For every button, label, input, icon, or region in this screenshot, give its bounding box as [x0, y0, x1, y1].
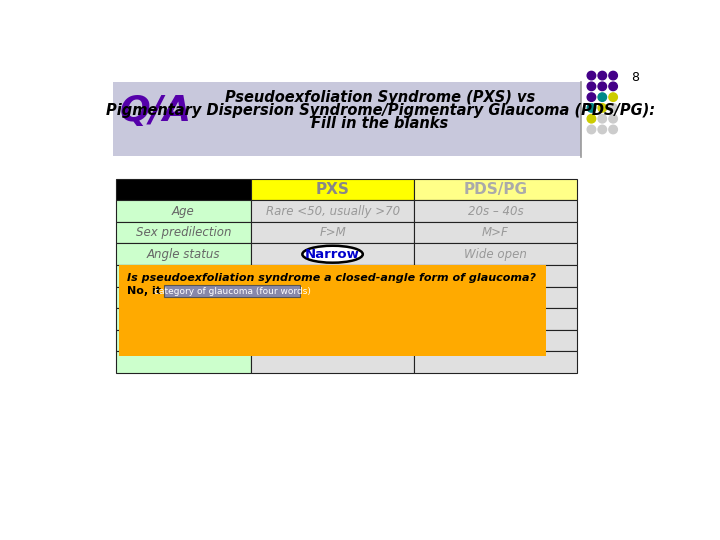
- Circle shape: [598, 82, 606, 91]
- Bar: [414, 308, 577, 330]
- Circle shape: [609, 125, 617, 134]
- Bar: [116, 287, 251, 308]
- Text: 8: 8: [631, 71, 639, 84]
- Bar: [251, 179, 414, 200]
- Ellipse shape: [302, 246, 363, 262]
- Circle shape: [588, 125, 595, 134]
- Bar: [251, 330, 414, 351]
- Circle shape: [588, 71, 595, 80]
- Bar: [414, 244, 577, 265]
- Text: Q/A: Q/A: [120, 94, 192, 128]
- Bar: [116, 308, 251, 330]
- Text: 20s – 40s: 20s – 40s: [467, 205, 523, 218]
- Circle shape: [609, 93, 617, 102]
- Bar: [251, 222, 414, 244]
- Text: Pseudoexfoliation Syndrome (PXS) vs: Pseudoexfoliation Syndrome (PXS) vs: [225, 90, 535, 105]
- Circle shape: [588, 114, 595, 123]
- Bar: [414, 222, 577, 244]
- Circle shape: [609, 114, 617, 123]
- Text: No, it is a: No, it is a: [127, 286, 186, 296]
- Circle shape: [598, 93, 606, 102]
- Bar: [251, 200, 414, 222]
- Circle shape: [598, 104, 606, 112]
- Text: Rare <50, usually >70: Rare <50, usually >70: [266, 205, 400, 218]
- Circle shape: [588, 93, 595, 102]
- Bar: [414, 200, 577, 222]
- Text: Pigmentary Dispersion Syndrome/Pigmentary Glaucoma (PDS/PG):: Pigmentary Dispersion Syndrome/Pigmentar…: [106, 103, 654, 118]
- Bar: [414, 265, 577, 287]
- Bar: [120, 265, 546, 355]
- Bar: [414, 287, 577, 308]
- Bar: [251, 287, 414, 308]
- Circle shape: [588, 82, 595, 91]
- Text: M>F: M>F: [482, 226, 509, 239]
- Circle shape: [598, 71, 606, 80]
- Bar: [116, 265, 251, 287]
- Bar: [116, 330, 251, 351]
- Bar: [116, 200, 251, 222]
- Bar: [414, 179, 577, 200]
- Bar: [414, 330, 577, 351]
- Text: Is pseudoexfoliation syndrome a closed-angle form of glaucoma?: Is pseudoexfoliation syndrome a closed-a…: [127, 273, 536, 283]
- Circle shape: [598, 125, 606, 134]
- Text: Age: Age: [172, 205, 195, 218]
- Bar: [113, 82, 581, 156]
- Text: Wide open: Wide open: [464, 248, 527, 261]
- Bar: [414, 351, 577, 373]
- Bar: [116, 179, 251, 200]
- Text: Sex predilection: Sex predilection: [135, 226, 231, 239]
- Bar: [251, 308, 414, 330]
- Circle shape: [609, 82, 617, 91]
- Circle shape: [609, 71, 617, 80]
- Bar: [251, 351, 414, 373]
- Circle shape: [588, 104, 595, 112]
- Bar: [251, 244, 414, 265]
- Bar: [164, 285, 300, 298]
- Text: Fill in the blanks: Fill in the blanks: [312, 117, 449, 131]
- Bar: [116, 244, 251, 265]
- Bar: [116, 351, 251, 373]
- Circle shape: [609, 104, 617, 112]
- Bar: [251, 265, 414, 287]
- Circle shape: [598, 114, 606, 123]
- Text: Angle status: Angle status: [147, 248, 220, 261]
- Text: Narrow: Narrow: [305, 248, 360, 261]
- Text: PXS: PXS: [315, 182, 349, 197]
- Bar: [116, 222, 251, 244]
- Text: PDS/PG: PDS/PG: [464, 182, 527, 197]
- Text: F>M: F>M: [319, 226, 346, 239]
- Text: category of glaucoma (four words): category of glaucoma (four words): [154, 287, 310, 296]
